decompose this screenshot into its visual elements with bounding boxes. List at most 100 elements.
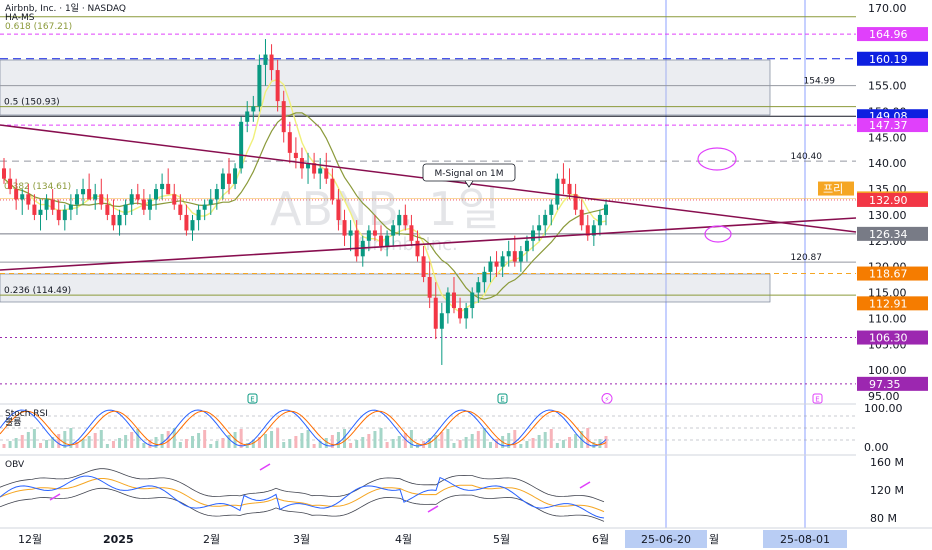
candle-body — [579, 209, 584, 226]
volume-bar — [543, 432, 547, 448]
candle-body — [8, 178, 13, 190]
date-badge-2-text: 25-08-01 — [780, 533, 830, 546]
target-circle-lower — [704, 225, 732, 243]
candle-body — [263, 54, 268, 65]
volume-bar — [118, 438, 122, 448]
volume-bar — [324, 438, 328, 448]
candle-body — [202, 204, 207, 210]
candle-body — [111, 214, 116, 226]
candle-body — [312, 163, 317, 174]
candle-body — [105, 204, 110, 215]
volume-bar — [568, 437, 572, 448]
candle-body — [306, 163, 311, 169]
fib-label-top: 0.618 (167.21) — [5, 22, 72, 32]
volume-bar — [136, 429, 140, 448]
candle-body — [32, 204, 37, 215]
volume-bar — [2, 444, 6, 448]
volume-bar — [87, 436, 91, 448]
volume-bar — [215, 441, 219, 448]
volume-bar — [209, 444, 213, 448]
candle-body — [372, 230, 377, 236]
candle-body — [99, 194, 104, 205]
volume-bar — [549, 429, 553, 448]
earnings-markers[interactable]: E E ⚡ E — [247, 393, 823, 404]
volume-bar — [166, 431, 170, 448]
volume-bar — [312, 444, 316, 448]
price-badge — [857, 330, 928, 345]
volume-bar — [361, 437, 365, 448]
candle-body — [415, 240, 420, 257]
y-tick-label: 100.00 — [868, 364, 907, 377]
candle-body — [214, 189, 219, 200]
volume-bar — [495, 439, 499, 448]
earnings-e-icon[interactable] — [247, 393, 258, 404]
candle-body — [81, 189, 86, 195]
annotation-pointer — [464, 180, 474, 188]
y-tick-label: 95.00 — [868, 390, 900, 403]
volume-bar — [561, 440, 565, 448]
obv-title: OBV — [5, 460, 25, 470]
price-badge-label: 97.35 — [869, 378, 901, 391]
volume-bar — [245, 443, 249, 448]
y-tick-label: 110.00 — [868, 312, 907, 325]
volume-bar — [203, 430, 207, 448]
date-badge-1-text: 25-06-20 — [641, 533, 691, 546]
candle-body — [476, 282, 481, 293]
x-tick-label: 2월 — [203, 533, 220, 546]
candle-body — [573, 194, 578, 210]
volume-bar — [294, 436, 298, 448]
obv-signal-mark — [49, 493, 61, 501]
stoch-rsi-pane[interactable] — [0, 409, 856, 448]
volume-bar — [555, 443, 559, 448]
obv-upper-band — [0, 468, 605, 503]
volume-bar — [440, 432, 444, 448]
time-axis[interactable]: 12월 2025 2월 3월 4월 5월 6월 25-06-20 월 25-08… — [18, 530, 847, 548]
candle-body — [147, 199, 152, 210]
volume-bar — [598, 439, 602, 448]
y-tick-label: 130.00 — [868, 209, 907, 222]
annotation-callout[interactable]: M-Signal on 1M — [422, 163, 516, 188]
price-badge — [857, 226, 928, 241]
candle-body — [567, 183, 572, 195]
volume-bar — [38, 443, 42, 448]
volume-bar — [276, 428, 280, 448]
earnings-e-icon[interactable] — [812, 393, 823, 404]
price-badge-label: 126.34 — [869, 228, 908, 241]
volume-bar — [300, 433, 304, 448]
earnings-e-icon[interactable] — [497, 393, 508, 404]
level-label: 0.5 (150.93) — [4, 98, 60, 108]
level-label: 120.87 — [791, 253, 823, 263]
volume-bar — [93, 433, 97, 448]
obv-tick-160: 160 M — [870, 456, 904, 469]
volume-bar — [592, 442, 596, 448]
volume-bar — [470, 434, 474, 448]
candle-body — [451, 292, 456, 309]
volume-bar — [525, 441, 529, 448]
obv-tick-120: 120 M — [870, 484, 904, 497]
volume-bar — [464, 437, 468, 448]
support-zone — [0, 273, 771, 303]
volume-bar — [519, 444, 523, 448]
watermark-ticker: ABNB, 1일 — [270, 182, 500, 236]
level-label: 154.99 — [804, 77, 836, 87]
candle-body — [403, 214, 408, 226]
candle-body — [488, 261, 493, 272]
volume-legend: 볼륨 — [5, 417, 22, 428]
candle-body — [135, 194, 140, 200]
volume-bar — [537, 435, 541, 448]
obv-pane[interactable] — [0, 463, 605, 522]
volume-bar — [367, 434, 371, 448]
svg-text:⚡: ⚡ — [605, 396, 610, 404]
svg-text:E: E — [250, 396, 254, 404]
candle-body — [56, 209, 61, 221]
lower-axes: 100.00 0.00 160 M 120 M 80 M — [864, 402, 904, 525]
y-tick-label: 145.00 — [868, 131, 907, 144]
date-badge-1 — [625, 530, 707, 548]
volume-bar — [446, 429, 450, 448]
y-tick-label: 155.00 — [868, 80, 907, 93]
price-badge — [857, 27, 928, 42]
candle-body — [141, 199, 146, 210]
target-circle-upper — [697, 147, 737, 171]
volume-bar — [349, 443, 353, 448]
